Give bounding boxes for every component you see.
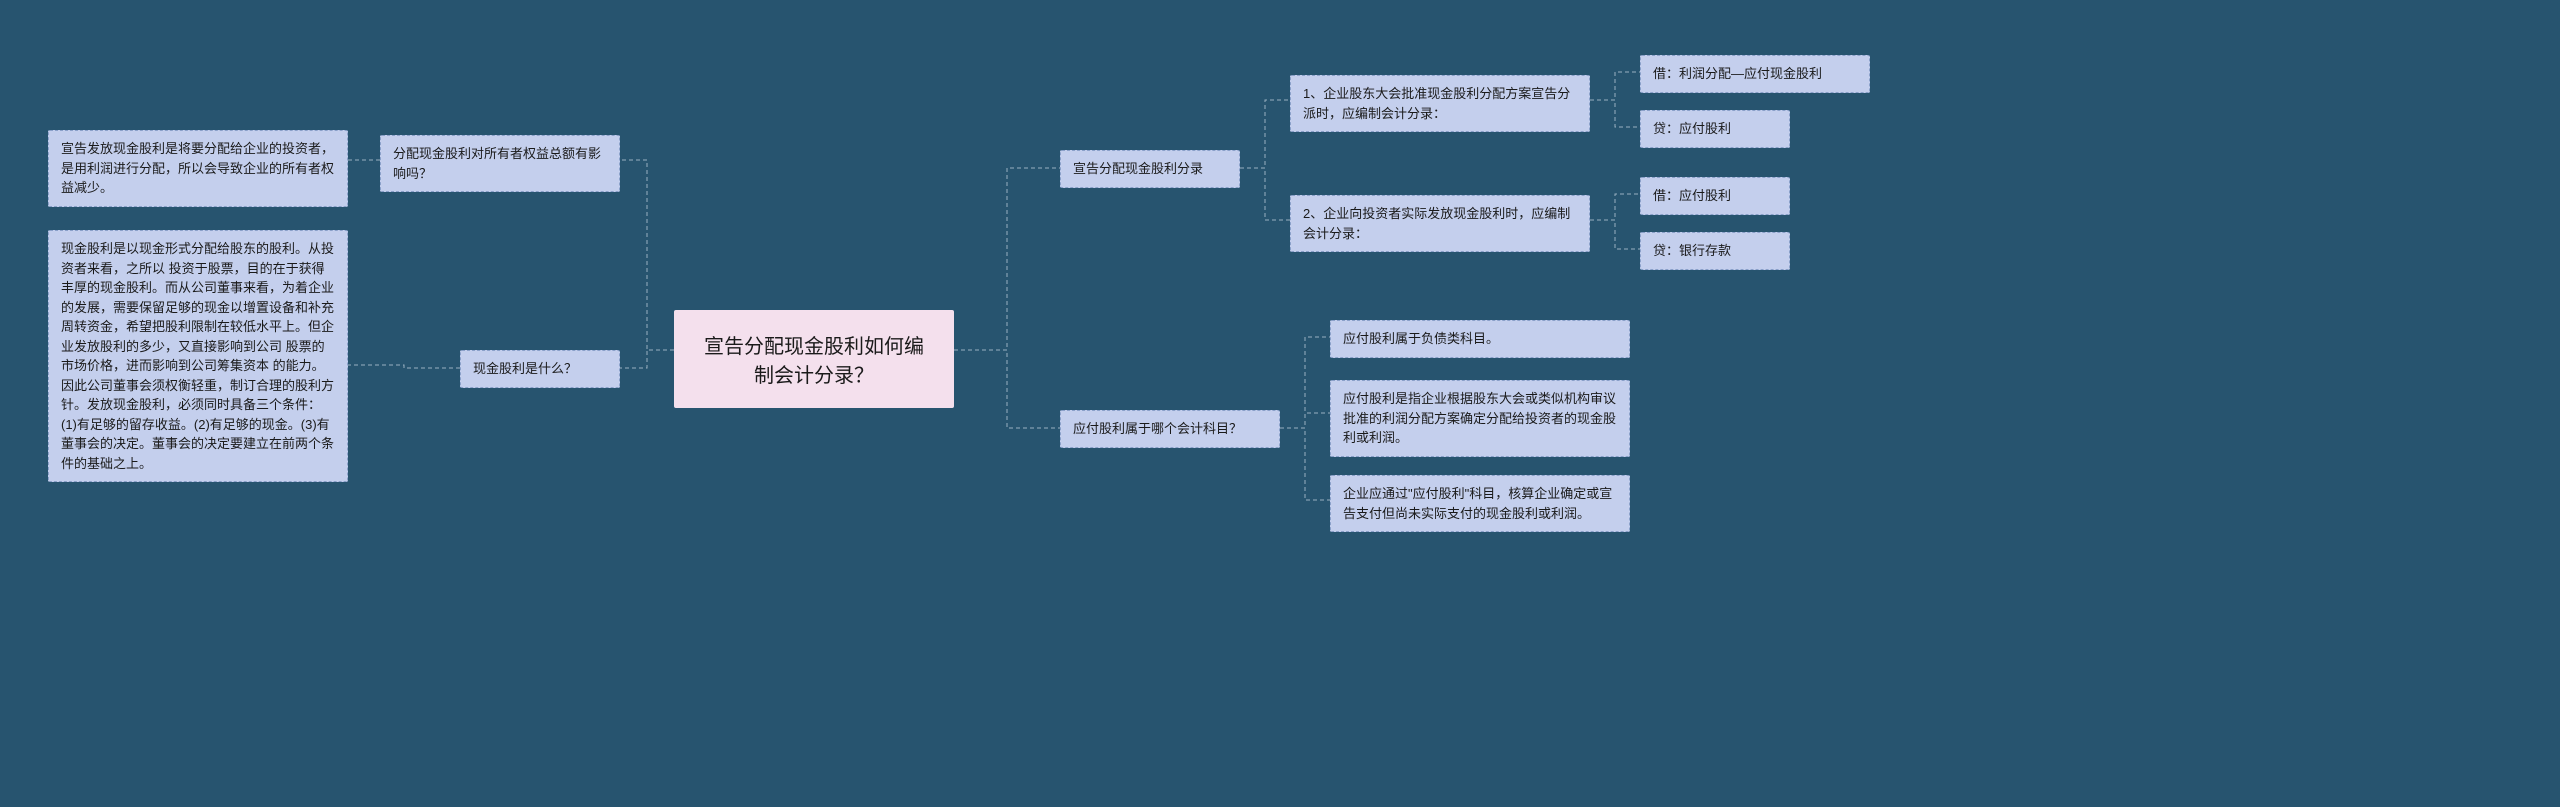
mindmap-center: 宣告分配现金股利如何编制会计分录？ — [674, 310, 954, 408]
mindmap-node: 2、企业向投资者实际发放现金股利时，应编制会计分录： — [1290, 195, 1590, 252]
mindmap-node: 企业应通过"应付股利"科目，核算企业确定或宣告支付但尚未实际支付的现金股利或利润… — [1330, 475, 1630, 532]
mindmap-node: 应付股利属于负债类科目。 — [1330, 320, 1630, 358]
mindmap-node: 应付股利是指企业根据股东大会或类似机构审议批准的利润分配方案确定分配给投资者的现… — [1330, 380, 1630, 457]
connector-layer — [0, 0, 2560, 807]
mindmap-node: 现金股利是以现金形式分配给股东的股利。从投资者来看，之所以 投资于股票，目的在于… — [48, 230, 348, 482]
mindmap-node: 宣告分配现金股利分录 — [1060, 150, 1240, 188]
mindmap-node: 借：利润分配—应付现金股利 — [1640, 55, 1870, 93]
mindmap-node: 分配现金股利对所有者权益总额有影响吗？ — [380, 135, 620, 192]
mindmap-node: 现金股利是什么？ — [460, 350, 620, 388]
mindmap-node: 宣告发放现金股利是将要分配给企业的投资者，是用利润进行分配，所以会导致企业的所有… — [48, 130, 348, 207]
mindmap-node: 应付股利属于哪个会计科目？ — [1060, 410, 1280, 448]
mindmap-node: 贷：应付股利 — [1640, 110, 1790, 148]
mindmap-node: 借：应付股利 — [1640, 177, 1790, 215]
mindmap-node: 贷：银行存款 — [1640, 232, 1790, 270]
mindmap-node: 1、企业股东大会批准现金股利分配方案宣告分派时，应编制会计分录： — [1290, 75, 1590, 132]
